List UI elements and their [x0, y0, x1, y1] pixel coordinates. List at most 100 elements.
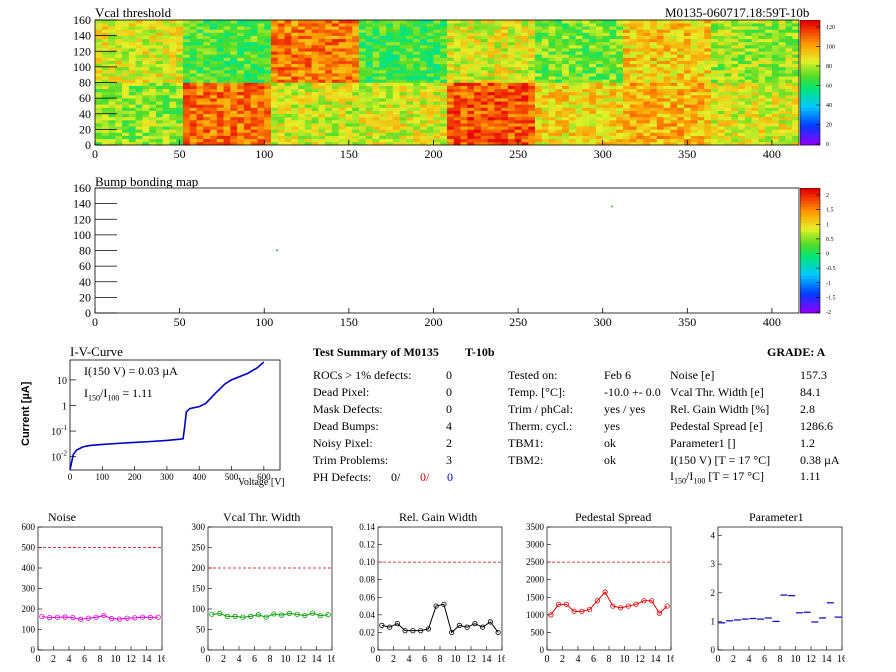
vcal-cell: [413, 116, 421, 121]
vcal-cell: [771, 141, 779, 146]
vcal-cell: [487, 45, 495, 49]
vcal-cell: [595, 35, 603, 40]
vcal-cell: [568, 35, 576, 40]
vcal-cell: [562, 79, 570, 83]
vcal-cell: [507, 73, 515, 77]
vcal-cell: [257, 45, 265, 49]
vcal-cell: [203, 76, 211, 80]
vcal-cell: [169, 126, 177, 130]
vcal-cell: [467, 116, 475, 121]
vcal-cell: [467, 113, 475, 118]
vcal-cell: [758, 107, 766, 111]
vcal-cell: [115, 95, 123, 99]
vcal-cell: [243, 51, 251, 55]
vcal-cell: [122, 91, 130, 96]
vcal-cell: [541, 95, 549, 99]
vcal-cell: [453, 32, 461, 36]
vcal-cell: [514, 110, 522, 115]
vcal-cell: [386, 70, 394, 74]
vcal-cell: [318, 70, 326, 74]
vcal-cell: [744, 135, 752, 140]
vcal-cell: [338, 35, 346, 40]
small-chart-title: Pedestal Spread: [575, 510, 652, 524]
vcal-cell: [609, 60, 617, 65]
vcal-cell: [237, 79, 245, 83]
vcal-cell: [345, 79, 353, 83]
vcal-cell: [555, 123, 563, 127]
vcal-cell: [514, 32, 522, 36]
vcal-cell: [189, 73, 197, 77]
small-data-point: [649, 598, 655, 604]
vcal-cell: [738, 20, 746, 24]
vcal-cell: [792, 76, 800, 80]
vcal-cell: [372, 23, 380, 27]
small-data-point: [325, 612, 331, 618]
vcal-cell: [243, 23, 251, 27]
vcal-cell: [535, 85, 543, 90]
vcal-cell: [169, 85, 177, 90]
small-xtick-label: 12: [466, 654, 476, 665]
vcal-cell: [460, 88, 468, 93]
vcal-cell: [744, 57, 752, 61]
vcal-cell: [101, 63, 109, 68]
vcal-cell: [636, 98, 644, 102]
bump-colorbar-swatch: [800, 306, 820, 311]
vcal-cell: [237, 38, 245, 43]
vcal-cell: [643, 57, 651, 61]
vcal-cell: [616, 101, 624, 105]
vcal-cell: [108, 120, 116, 124]
vcal-cell: [250, 91, 258, 96]
vcal-cell: [257, 20, 265, 24]
vcal-cell: [257, 82, 265, 86]
vcal-cell: [298, 120, 306, 124]
vcal-cell: [589, 138, 597, 143]
vcal-cell: [751, 88, 759, 93]
vcal-cell: [589, 107, 597, 111]
vcal-cell: [785, 107, 793, 111]
vcal-cell: [108, 76, 116, 80]
vcal-cell: [589, 113, 597, 118]
vcal-cell: [744, 60, 752, 65]
vcal-cell: [128, 120, 136, 124]
vcal-cell: [535, 76, 543, 80]
vcal-cell: [778, 45, 786, 49]
vcal-cell: [122, 35, 130, 40]
vcal-cell: [101, 116, 109, 121]
vcal-cell: [264, 113, 272, 118]
vcal-cell: [501, 45, 509, 49]
vcal-cell: [318, 60, 326, 65]
vcal-cell: [650, 70, 658, 74]
small-ytick-label: 4: [711, 531, 716, 541]
vcal-cell: [697, 132, 705, 136]
vcal-cell: [298, 141, 306, 146]
vcal-cell: [501, 138, 509, 143]
vcal-cell: [738, 113, 746, 118]
vcal-cell: [176, 73, 184, 77]
vcal-cell: [785, 66, 793, 71]
vcal-cell: [189, 54, 197, 58]
vcal-cell: [216, 129, 224, 133]
small-ytick-label: 300: [22, 584, 36, 594]
bump-colorbar-swatch: [800, 284, 820, 289]
vcal-cell: [230, 129, 238, 133]
vcal-cell: [338, 60, 346, 65]
vcal-cell: [636, 116, 644, 121]
vcal-cell: [609, 129, 617, 133]
vcal-cell: [331, 54, 339, 58]
vcal-cell: [575, 85, 583, 90]
small-ytick-label: 0.04: [359, 610, 375, 620]
vcal-cell: [271, 88, 279, 93]
vcal-cell: [210, 107, 218, 111]
vcal-cell: [230, 73, 238, 77]
vcal-cell: [101, 60, 109, 65]
vcal-cell: [183, 41, 191, 46]
vcal-cell: [629, 101, 637, 105]
vcal-cell: [447, 20, 455, 24]
vcal-cell: [392, 141, 400, 146]
vcal-cell: [216, 26, 224, 30]
vcal-cell: [751, 135, 759, 140]
vcal-cell: [771, 123, 779, 127]
bump-colorbar-swatch: [800, 244, 820, 248]
vcal-cell: [108, 26, 116, 30]
vcal-cell: [237, 35, 245, 40]
